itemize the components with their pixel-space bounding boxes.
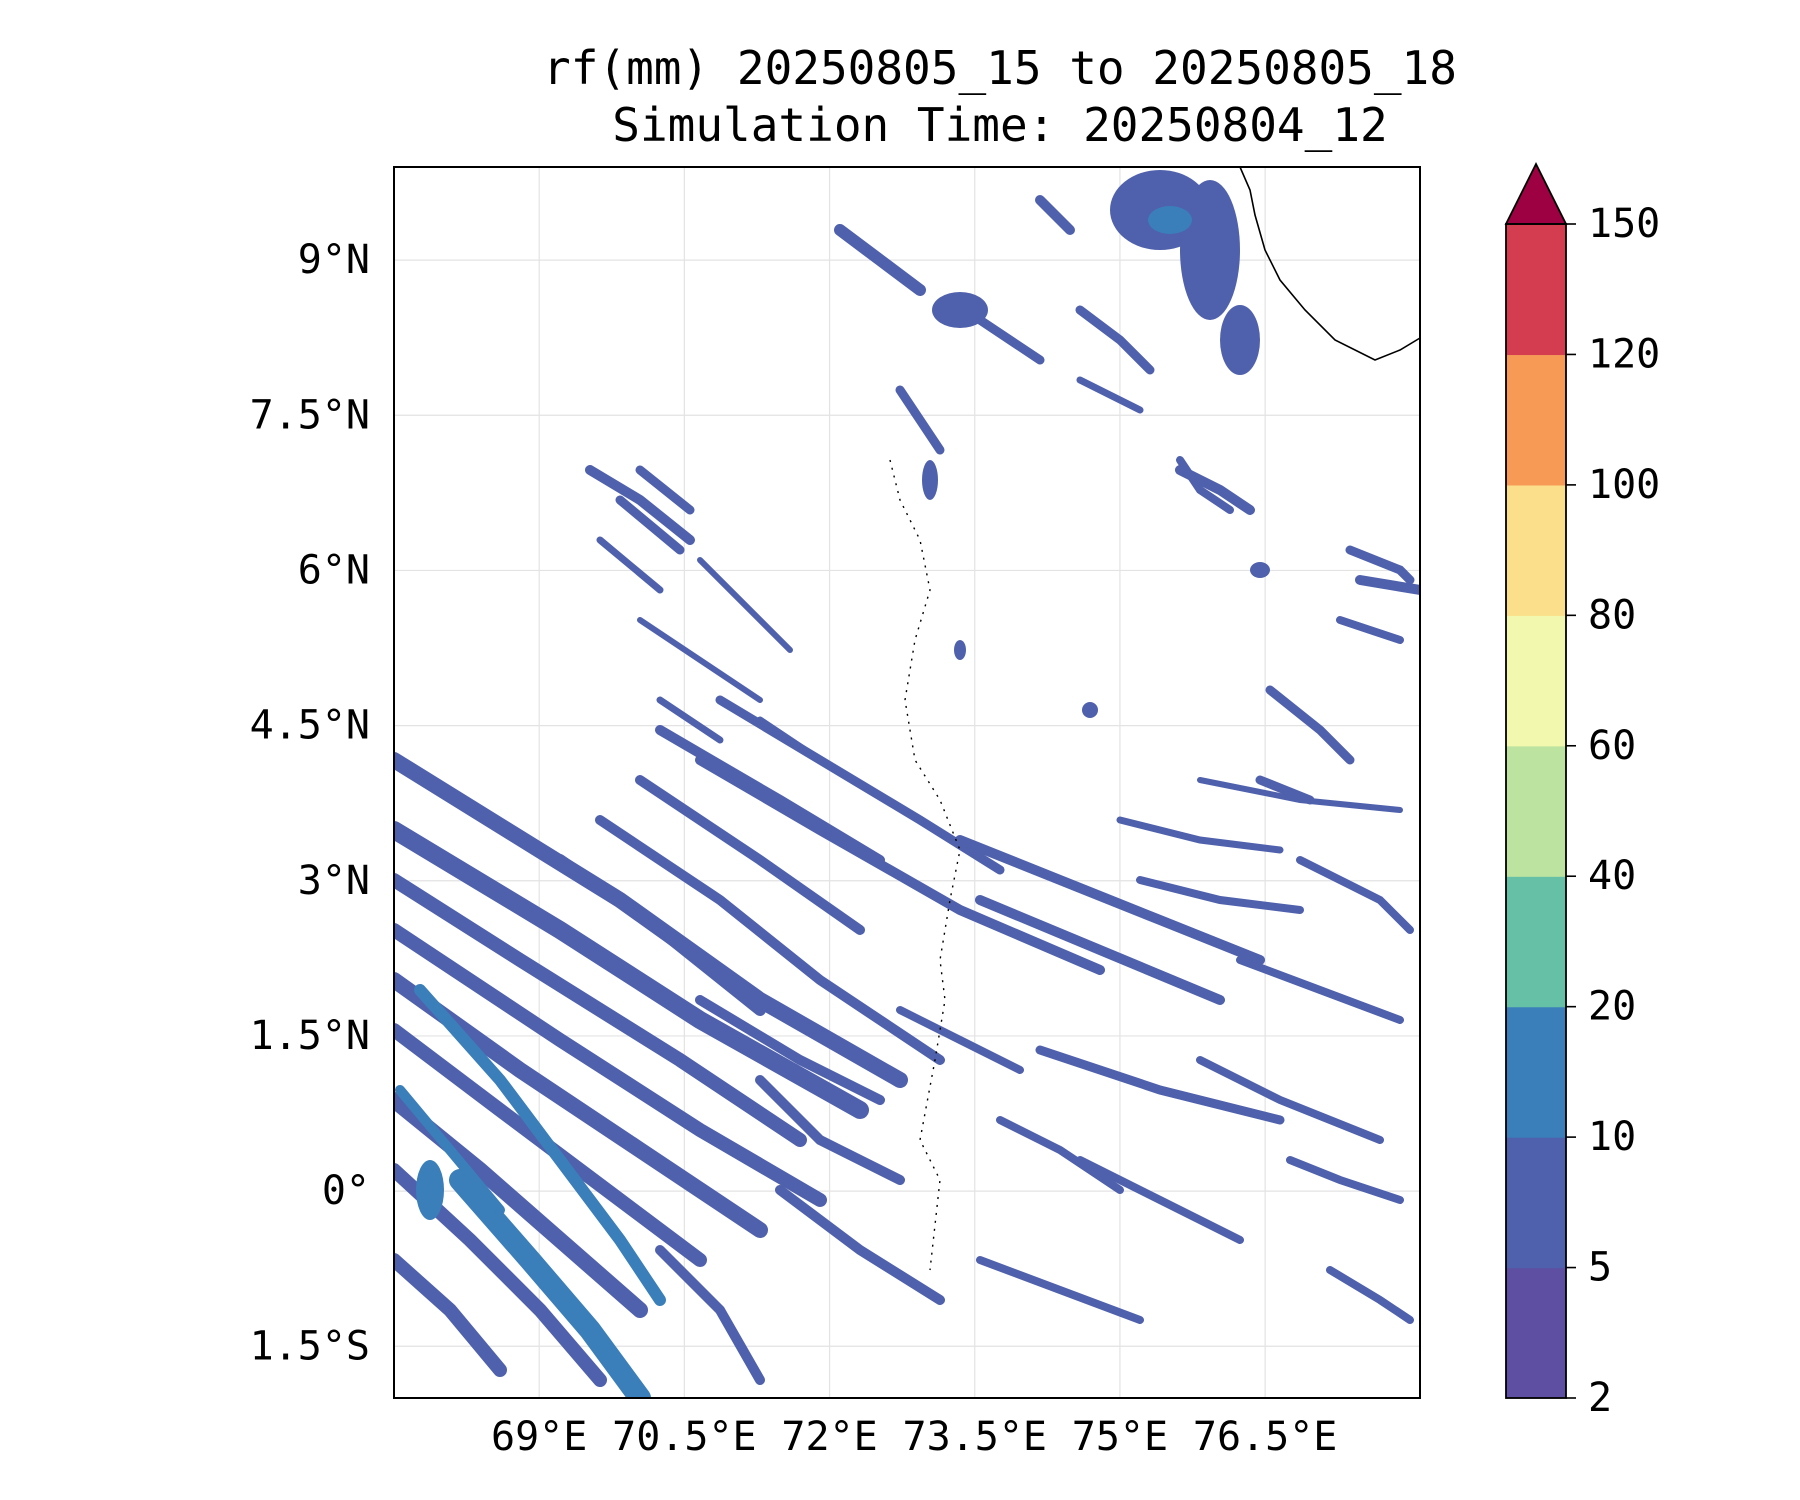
colorbar-tick-label: 60 <box>1588 723 1636 769</box>
colorbar-tick-label: 150 <box>1588 201 1660 247</box>
lat-tick-label: 4.5°N <box>250 703 370 749</box>
colorbar-tick-label: 5 <box>1588 1245 1612 1291</box>
colorbar-segment <box>1506 1137 1566 1269</box>
colorbar: 2 5 10 20 40 60 80 100 120 150 <box>1504 161 1660 1421</box>
colorbar-tick-label: 80 <box>1588 592 1636 638</box>
island-chain <box>889 459 961 1271</box>
colorbar-tick-label: 40 <box>1588 853 1636 899</box>
colorbar-tick-label: 100 <box>1588 462 1660 508</box>
colorbar-segment <box>1506 876 1566 1008</box>
axis-tick-labels: 69°E 70.5°E 72°E 73.5°E 75°E 76.5°E 9°N 7.5°N 6°… <box>250 237 1338 1460</box>
colorbar-tick-label: 120 <box>1588 331 1660 377</box>
colorbar-tick-label: 2 <box>1588 1375 1612 1421</box>
lon-tick-label: 73.5°E <box>903 1414 1048 1460</box>
rainfall-field <box>394 167 1420 1398</box>
lon-tick-label: 69°E <box>491 1414 587 1460</box>
colorbar-segment <box>1506 354 1566 486</box>
lat-tick-label: 3°N <box>298 858 370 904</box>
colorbar-tick-label: 10 <box>1588 1114 1636 1160</box>
chart-title-line-2: Simulation Time: 20250804_12 <box>612 98 1388 152</box>
colorbar-extend-arrow <box>1504 161 1568 225</box>
colorbar-segment <box>1506 484 1566 616</box>
colorbar-tick-label: 20 <box>1588 984 1636 1030</box>
map-frame <box>393 166 1421 1399</box>
colorbar-segment <box>1506 745 1566 877</box>
lat-tick-label: 9°N <box>298 237 370 283</box>
lat-tick-label: 1.5°S <box>250 1323 370 1369</box>
lon-tick-label: 76.5°E <box>1193 1414 1338 1460</box>
colorbar-segment <box>1506 224 1566 356</box>
coastline <box>1239 167 1420 361</box>
lon-tick-label: 75°E <box>1072 1414 1168 1460</box>
lat-tick-label: 0° <box>322 1168 370 1214</box>
lat-tick-label: 6°N <box>298 547 370 593</box>
colorbar-frame <box>1505 223 1567 1399</box>
colorbar-segment <box>1506 1267 1566 1399</box>
lon-tick-label: 72°E <box>781 1414 877 1460</box>
colorbar-segment <box>1506 615 1566 747</box>
lon-tick-label: 70.5°E <box>612 1414 757 1460</box>
chart-title-line-1: rf(mm) 20250805_15 to 20250805_18 <box>543 41 1457 95</box>
colorbar-segment <box>1506 1006 1566 1138</box>
lat-tick-label: 1.5°N <box>250 1013 370 1059</box>
lat-tick-label: 7.5°N <box>250 392 370 438</box>
map-background <box>394 167 1420 1398</box>
